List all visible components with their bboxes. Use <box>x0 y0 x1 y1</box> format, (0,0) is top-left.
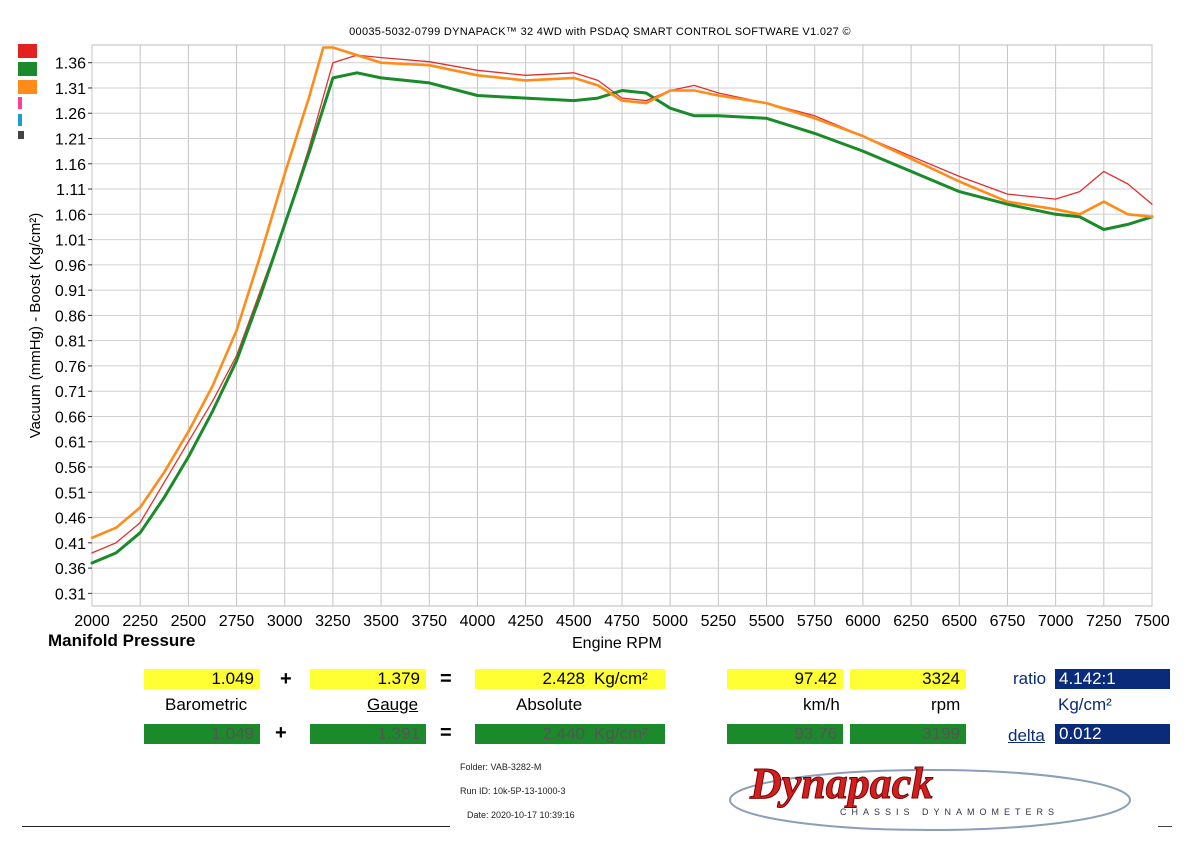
x-tick-label: 5750 <box>797 613 833 630</box>
barometric-value-2: 1.049 <box>144 724 260 744</box>
delta-label: delta <box>1008 726 1045 745</box>
speed-unit: km/h <box>803 695 840 714</box>
delta-value: 0.012 <box>1055 724 1170 744</box>
y-axis-label: Vacuum (mmHg) - Boost (Kg/cm²) <box>27 213 44 439</box>
legend-swatch[interactable] <box>18 131 24 139</box>
run-id-text: Run ID: 10k-5P-13-1000-3 <box>460 786 566 796</box>
series-line-3 <box>90 46 1154 540</box>
logo-swoosh <box>729 769 1131 831</box>
series-line-2 <box>90 71 1154 565</box>
x-tick-label: 3000 <box>267 613 303 630</box>
ratio-unit: Kg/cm² <box>1058 695 1112 714</box>
x-tick-label: 3250 <box>315 613 351 630</box>
equals-sign: = <box>440 668 452 690</box>
ratio-label: ratio <box>1013 669 1047 688</box>
x-tick-label: 5500 <box>749 613 785 630</box>
y-tick-label: 1.01 <box>55 233 86 250</box>
ratio-value: 4.142:1 <box>1055 669 1170 689</box>
y-tick-label: 0.46 <box>55 511 86 528</box>
legend-swatch[interactable] <box>18 80 37 94</box>
x-tick-label: 2750 <box>219 613 255 630</box>
y-tick-label: 1.16 <box>55 157 86 174</box>
x-tick-label: 7500 <box>1134 613 1170 630</box>
x-tick-label: 4250 <box>508 613 544 630</box>
barometric-label: Barometric <box>165 695 248 714</box>
y-tick-label: 0.66 <box>55 409 86 426</box>
y-tick-label: 1.26 <box>55 106 86 123</box>
legend-swatch[interactable] <box>18 62 37 76</box>
legend-swatch[interactable] <box>18 97 22 109</box>
x-tick-label: 3500 <box>363 613 399 630</box>
series-line-1 <box>91 54 1153 554</box>
legend-swatch[interactable] <box>18 114 22 126</box>
x-tick-label: 2500 <box>171 613 207 630</box>
y-tick-label: 0.86 <box>55 308 86 325</box>
x-tick-label: 4000 <box>460 613 496 630</box>
logo-subtext: CHASSIS DYNAMOMETERS <box>840 807 1059 817</box>
signature-line <box>22 826 450 827</box>
x-axis-label: Engine RPM <box>572 635 662 652</box>
x-tick-label: 3750 <box>411 613 447 630</box>
plus-sign: + <box>280 668 292 690</box>
rpm-value: 3324 <box>850 669 966 689</box>
x-tick-label: 5000 <box>652 613 688 630</box>
logo-text: Dynapack <box>749 760 933 808</box>
x-tick-label: 6000 <box>845 613 881 630</box>
y-tick-label: 0.56 <box>55 460 86 477</box>
x-tick-label: 6250 <box>893 613 929 630</box>
x-tick-label: 4750 <box>604 613 640 630</box>
equals-sign-2: = <box>440 722 452 744</box>
chart-title: Manifold Pressure <box>48 631 196 650</box>
y-tick-label: 0.81 <box>55 334 86 351</box>
date-text: Date: 2020-10-17 10:39:16 <box>467 810 575 820</box>
gauge-value: 1.379 <box>310 669 426 689</box>
plus-sign-2: + <box>275 722 287 744</box>
x-tick-label: 6500 <box>941 613 977 630</box>
speed-value-2: 93.76 <box>727 724 843 744</box>
absolute-unit: Kg/cm² <box>591 669 665 689</box>
header-title: 00035-5032-0799 DYNAPACK™ 32 4WD with PS… <box>349 26 851 38</box>
y-tick-label: 1.11 <box>56 182 86 199</box>
x-tick-label: 4500 <box>556 613 592 630</box>
y-tick-label: 0.61 <box>55 435 86 452</box>
legend-swatch[interactable] <box>18 44 37 58</box>
gauge-label: Gauge <box>367 695 419 714</box>
y-tick-label: 0.36 <box>55 561 86 578</box>
y-tick-label: 0.91 <box>55 283 86 300</box>
absolute-value: 2.428 <box>475 669 591 689</box>
x-tick-label: 7000 <box>1038 613 1074 630</box>
folder-text: Folder: VAB-3282-M <box>460 762 542 772</box>
gauge-value-2: 1.391 <box>310 724 426 744</box>
x-tick-label: 2250 <box>122 613 158 630</box>
absolute-value-2: 2.440 <box>475 724 591 744</box>
speed-value: 97.42 <box>727 669 843 689</box>
absolute-label: Absolute <box>516 695 583 714</box>
y-tick-label: 1.36 <box>55 56 86 73</box>
y-tick-label: 1.06 <box>55 207 86 224</box>
y-tick-label: 1.31 <box>55 81 86 98</box>
absolute-unit-2: Kg/cm² <box>591 724 665 744</box>
rpm-value-2: 3199 <box>850 724 966 744</box>
barometric-value: 1.049 <box>144 669 260 689</box>
page-mark <box>1158 826 1172 827</box>
y-tick-label: 0.71 <box>55 384 86 401</box>
y-tick-label: 0.31 <box>55 586 86 603</box>
x-tick-label: 2000 <box>74 613 110 630</box>
y-tick-label: 0.96 <box>55 258 86 275</box>
x-tick-label: 7250 <box>1086 613 1122 630</box>
y-tick-label: 0.41 <box>55 536 86 553</box>
dynapack-logo: Dynapack CHASSIS DYNAMOMETERS <box>729 760 1131 831</box>
x-tick-label: 6750 <box>990 613 1026 630</box>
x-tick-label: 5250 <box>701 613 737 630</box>
y-tick-label: 0.76 <box>55 359 86 376</box>
y-tick-label: 0.51 <box>55 485 86 502</box>
rpm-unit: rpm <box>931 695 961 714</box>
y-tick-label: 1.21 <box>55 132 86 149</box>
